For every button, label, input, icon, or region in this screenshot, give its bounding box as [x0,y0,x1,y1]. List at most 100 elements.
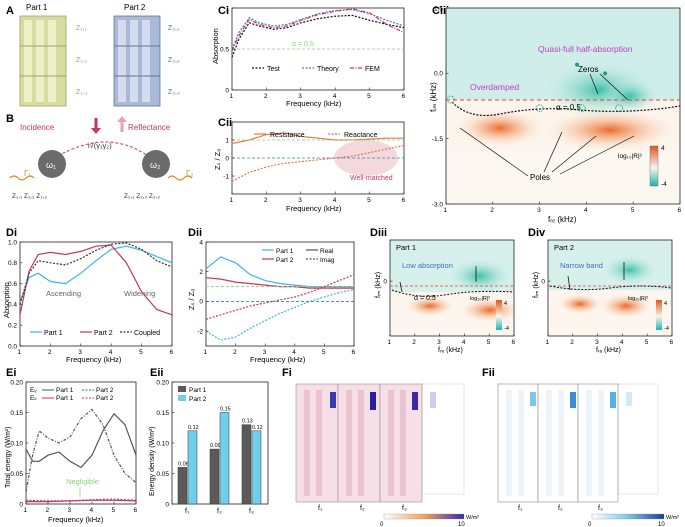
div-cbar-label: log₁₀|R|² [628,296,648,302]
di-xtick-label: 5 [139,349,143,356]
div-colorbar: log₁₀|R|² 4 -4 [628,296,669,332]
diii-xtick-label: 1 [388,339,392,346]
fii-f2-label: f₂ [558,505,563,512]
cii-well-matched-label: Well-matched [350,175,393,182]
cii-xtick-label: 2 [264,197,268,204]
ciii-ytick-label: 0.0 [434,71,443,78]
ci-legend-test: Test [267,66,280,73]
dii-xtick-label: 1 [204,349,208,356]
z-row1: Z₁,₁ Z₁,₂ Z₁,₃ [12,193,47,200]
eii-category-label: f₁ [185,508,190,515]
div-xtick-label: 3 [595,339,599,346]
diii-alpha-label: α = 0.5 [414,295,436,302]
diii-plot-frame [389,239,515,337]
cii-legend-resistance: Resistance [270,132,305,139]
eii-bar-value-label: 0.13 [242,419,253,425]
ei-xtick-label: 2 [46,507,50,514]
panel-label-fi: Fi [282,367,292,379]
ei-series [25,408,137,503]
ei-xtick-label: 4 [90,507,94,514]
part1-structure [19,15,67,107]
di-line-part-2 [19,244,173,316]
ci-xtick-label: 4 [333,93,337,100]
dii-line-part-1-imag [205,288,355,341]
ciii-ytick-label: 1.5 [434,5,443,12]
eii-ylabel: Energy density (W/m²) [149,426,156,496]
panel-ci: Ci α = 0.5 Absorption Frequency (kHz) 1 2… [211,5,406,108]
ei-legend-part2: Part 2 [96,387,114,394]
z11-label: Z₁,₁ [76,25,88,32]
div-cbar-max: 4 [664,301,667,307]
panel-label-cii: Cii [218,117,232,129]
ci-ytick-label: 0 [225,87,229,94]
panel-label-div: Div [528,227,546,239]
eii-ytick-label: 0.05 [156,471,169,478]
dii-plot-frame [205,241,355,347]
panel-label-a: A [6,5,14,17]
dii-line-part-1-real [205,256,354,288]
div-contour [549,285,673,291]
gamma1-label: Γ₁ [24,169,31,178]
eii-legend: Part 1 Part 2 [178,386,207,403]
dii-legend-part1: Part 1 [276,248,294,255]
di-legend-part2: Part 2 [94,330,113,337]
ei-ytick-label: 0.15 [10,410,23,417]
ei-xtick-label: 3 [68,507,72,514]
di-ytick-label: 0.0 [8,343,17,350]
omega2-label: ω₂ [150,160,161,170]
di-xlabel: Frequency (kHz) [66,355,122,364]
div-arrow-2 [567,275,571,291]
panel-label-eii: Eii [150,367,163,379]
dii-legend-imag: Imag [320,257,335,264]
ei-legend-part1: Part 1 [56,387,74,394]
ei-ytick-label: 0.10 [10,440,23,447]
diii-ylabel: fᵢₘ (kHz) [375,272,382,298]
cii-line-reactance [231,144,405,182]
panel-label-ciii: Ciii [432,5,449,17]
panel-diii: Diii Part 1 Low absorption α = 0.5 log₁₀… [370,227,516,354]
panel-cii: Cii Well-matched 1 2 3 4 5 6 -1 0 1 Zₛ / Z₀ Freq… [213,117,406,213]
cii-xlabel: Frequency (kHz) [286,204,342,213]
fii-scale-max: 10 [658,522,665,527]
diii-arrow-2 [399,281,403,293]
part1-title: Part 1 [26,3,48,12]
di-plot-frame [19,241,173,347]
fi-scale-max: 10 [458,522,465,527]
gamma2-wave [167,175,193,181]
div-xtick-label: 5 [645,339,649,346]
fi-structure-ghost [421,383,465,495]
cii-line-resistance [231,132,404,145]
panel-ciii: Ciii Quasi-full half-absorption Overdamp… [429,5,682,224]
fii-f3-label: f₃ [598,505,603,512]
eii-legend-part2: Part 2 [189,396,207,403]
diii-alpha-contour [391,289,515,297]
panel-di: Di 1 2 3 4 5 6 0.0 0.2 0.4 0.6 0.8 1.0 Absorption F… [2,227,174,364]
ei-line-ev-part-1 [25,412,137,469]
ciii-ytick-label: -1.5 [432,136,444,143]
ei-xlabel: Frequency (kHz) [48,515,104,524]
ci-xlabel: Frequency (kHz) [286,99,342,108]
dii-line-part-2-imag [205,274,355,320]
part2-structure [113,15,161,107]
div-xtick-label: 1 [546,339,550,346]
di-ytick-label: 0.8 [8,260,17,267]
ei-legend-ev: Eᵥ [30,387,37,394]
fi-structure-2 [337,383,381,503]
ciii-zeros-label: Zeros [578,65,598,74]
ciii-cbar-min: -4 [661,181,667,188]
ciii-xtick-label: 1 [444,207,448,214]
cii-legend-reactance: Reactance [344,132,378,139]
div-ytick-label: 0 [541,278,545,285]
panel-fi: Fi f₁ f₂ f₃ 0 W/m² 10 [282,367,479,527]
di-xtick-label: 3 [78,349,82,356]
fii-scale-min: 0 [588,522,592,527]
ciii-alpha-label: α = 0.5 [556,103,581,112]
ci-xtick-label: 3 [298,93,302,100]
diii-xtick-label: 4 [462,339,466,346]
ciii-pole-marker [446,95,455,104]
ciii-heatmap [446,8,680,204]
panel-label-ei: Ei [6,367,16,379]
diii-ticks: 1 2 3 4 5 6 0 [383,278,515,346]
fii-scale: 0 W/m² 10 [588,513,679,527]
